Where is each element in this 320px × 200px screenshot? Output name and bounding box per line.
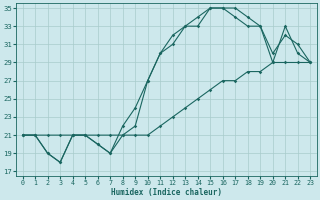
X-axis label: Humidex (Indice chaleur): Humidex (Indice chaleur): [111, 188, 222, 197]
